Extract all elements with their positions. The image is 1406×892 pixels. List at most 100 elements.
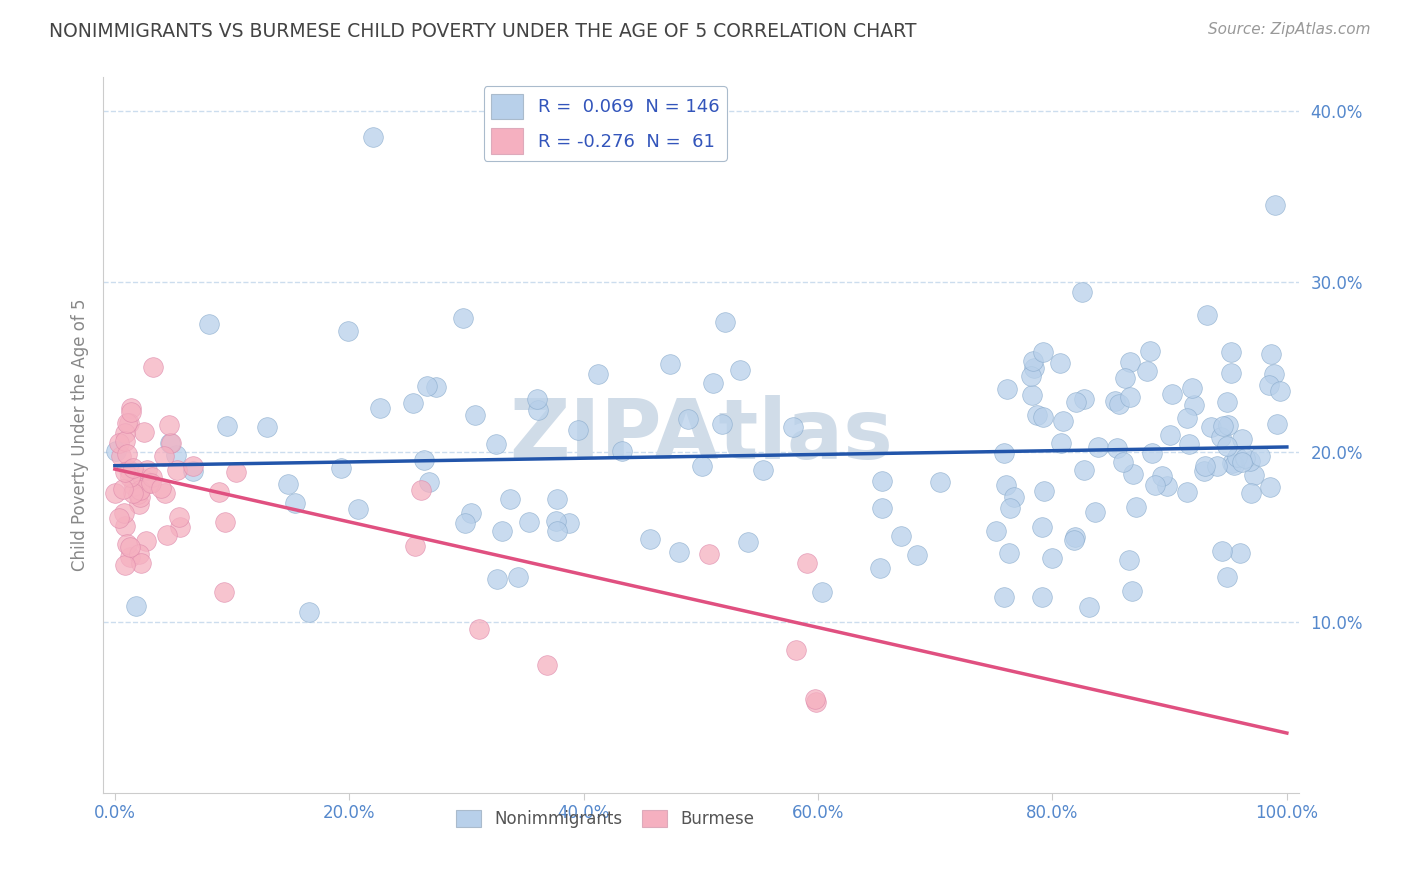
Point [811, 585, 834, 599]
Point [558, 516, 581, 531]
Point [1026, 408, 1049, 422]
Point [526, 403, 548, 417]
Point [998, 546, 1021, 560]
Point [804, 692, 827, 706]
Point [368, 401, 391, 415]
Point [714, 315, 737, 329]
Point [454, 516, 477, 530]
Point [1050, 436, 1073, 450]
Text: ZIPAtlas: ZIPAtlas [509, 394, 893, 475]
Point [994, 478, 1017, 492]
Point [142, 359, 165, 374]
Point [418, 475, 440, 490]
Point [169, 520, 191, 534]
Point [1049, 356, 1071, 370]
Point [1249, 449, 1271, 463]
Point [135, 463, 157, 477]
Point [104, 486, 127, 500]
Point [128, 483, 150, 498]
Point [984, 524, 1007, 539]
Point [361, 130, 384, 145]
Point [1114, 370, 1136, 384]
Point [402, 396, 425, 410]
Point [256, 419, 278, 434]
Point [122, 460, 145, 475]
Point [1021, 354, 1043, 368]
Point [1125, 500, 1147, 514]
Point [546, 492, 568, 507]
Point [159, 418, 181, 433]
Point [1226, 450, 1249, 465]
Point [165, 448, 187, 462]
Point [1073, 463, 1095, 477]
Point [115, 447, 138, 461]
Point [536, 658, 558, 673]
Point [110, 449, 132, 463]
Point [1209, 430, 1232, 444]
Point [1104, 393, 1126, 408]
Point [752, 463, 775, 477]
Point [1211, 544, 1233, 558]
Point [197, 318, 219, 332]
Point [108, 436, 131, 450]
Point [122, 486, 145, 500]
Point [114, 434, 136, 448]
Point [1073, 392, 1095, 407]
Point [905, 549, 928, 563]
Point [710, 417, 733, 432]
Point [1177, 437, 1199, 451]
Point [1031, 591, 1053, 605]
Point [1175, 411, 1198, 425]
Point [1032, 484, 1054, 499]
Text: NONIMMIGRANTS VS BURMESE CHILD POVERTY UNDER THE AGE OF 5 CORRELATION CHART: NONIMMIGRANTS VS BURMESE CHILD POVERTY U… [49, 22, 917, 41]
Point [870, 500, 893, 515]
Point [610, 443, 633, 458]
Point [111, 483, 134, 497]
Point [804, 695, 827, 709]
Point [1022, 361, 1045, 376]
Point [1052, 414, 1074, 428]
Point [506, 570, 529, 584]
Point [1223, 458, 1246, 472]
Point [785, 642, 807, 657]
Point [668, 545, 690, 559]
Point [1063, 531, 1085, 545]
Point [1219, 345, 1241, 359]
Point [135, 534, 157, 549]
Point [129, 556, 152, 570]
Point [1192, 464, 1215, 478]
Point [782, 420, 804, 434]
Point [1264, 198, 1286, 212]
Point [127, 487, 149, 501]
Point [1175, 485, 1198, 500]
Point [217, 418, 239, 433]
Point [1070, 285, 1092, 299]
Point [546, 524, 568, 538]
Point [993, 446, 1015, 460]
Point [890, 529, 912, 543]
Point [1112, 455, 1135, 469]
Point [330, 461, 353, 475]
Point [1122, 467, 1144, 481]
Point [347, 502, 370, 516]
Point [1002, 490, 1025, 504]
Point [1032, 345, 1054, 359]
Point [129, 491, 152, 505]
Point [153, 485, 176, 500]
Text: Source: ZipAtlas.com: Source: ZipAtlas.com [1208, 22, 1371, 37]
Point [117, 537, 139, 551]
Point [1216, 395, 1239, 409]
Point [638, 532, 661, 546]
Point [118, 550, 141, 565]
Point [1240, 485, 1263, 500]
Point [658, 358, 681, 372]
Point [1194, 458, 1216, 473]
Point [1087, 440, 1109, 454]
Point [1218, 417, 1240, 432]
Point [1136, 364, 1159, 378]
Point [181, 459, 204, 474]
Point [995, 382, 1018, 396]
Point [1232, 432, 1254, 446]
Point [1260, 347, 1282, 361]
Point [1031, 520, 1053, 534]
